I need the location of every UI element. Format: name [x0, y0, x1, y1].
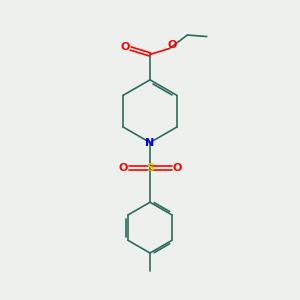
Text: O: O	[118, 163, 128, 173]
Text: N: N	[146, 137, 154, 148]
Text: O: O	[121, 42, 130, 52]
Text: O: O	[172, 163, 182, 173]
Text: S: S	[146, 163, 154, 173]
Text: O: O	[168, 40, 177, 50]
